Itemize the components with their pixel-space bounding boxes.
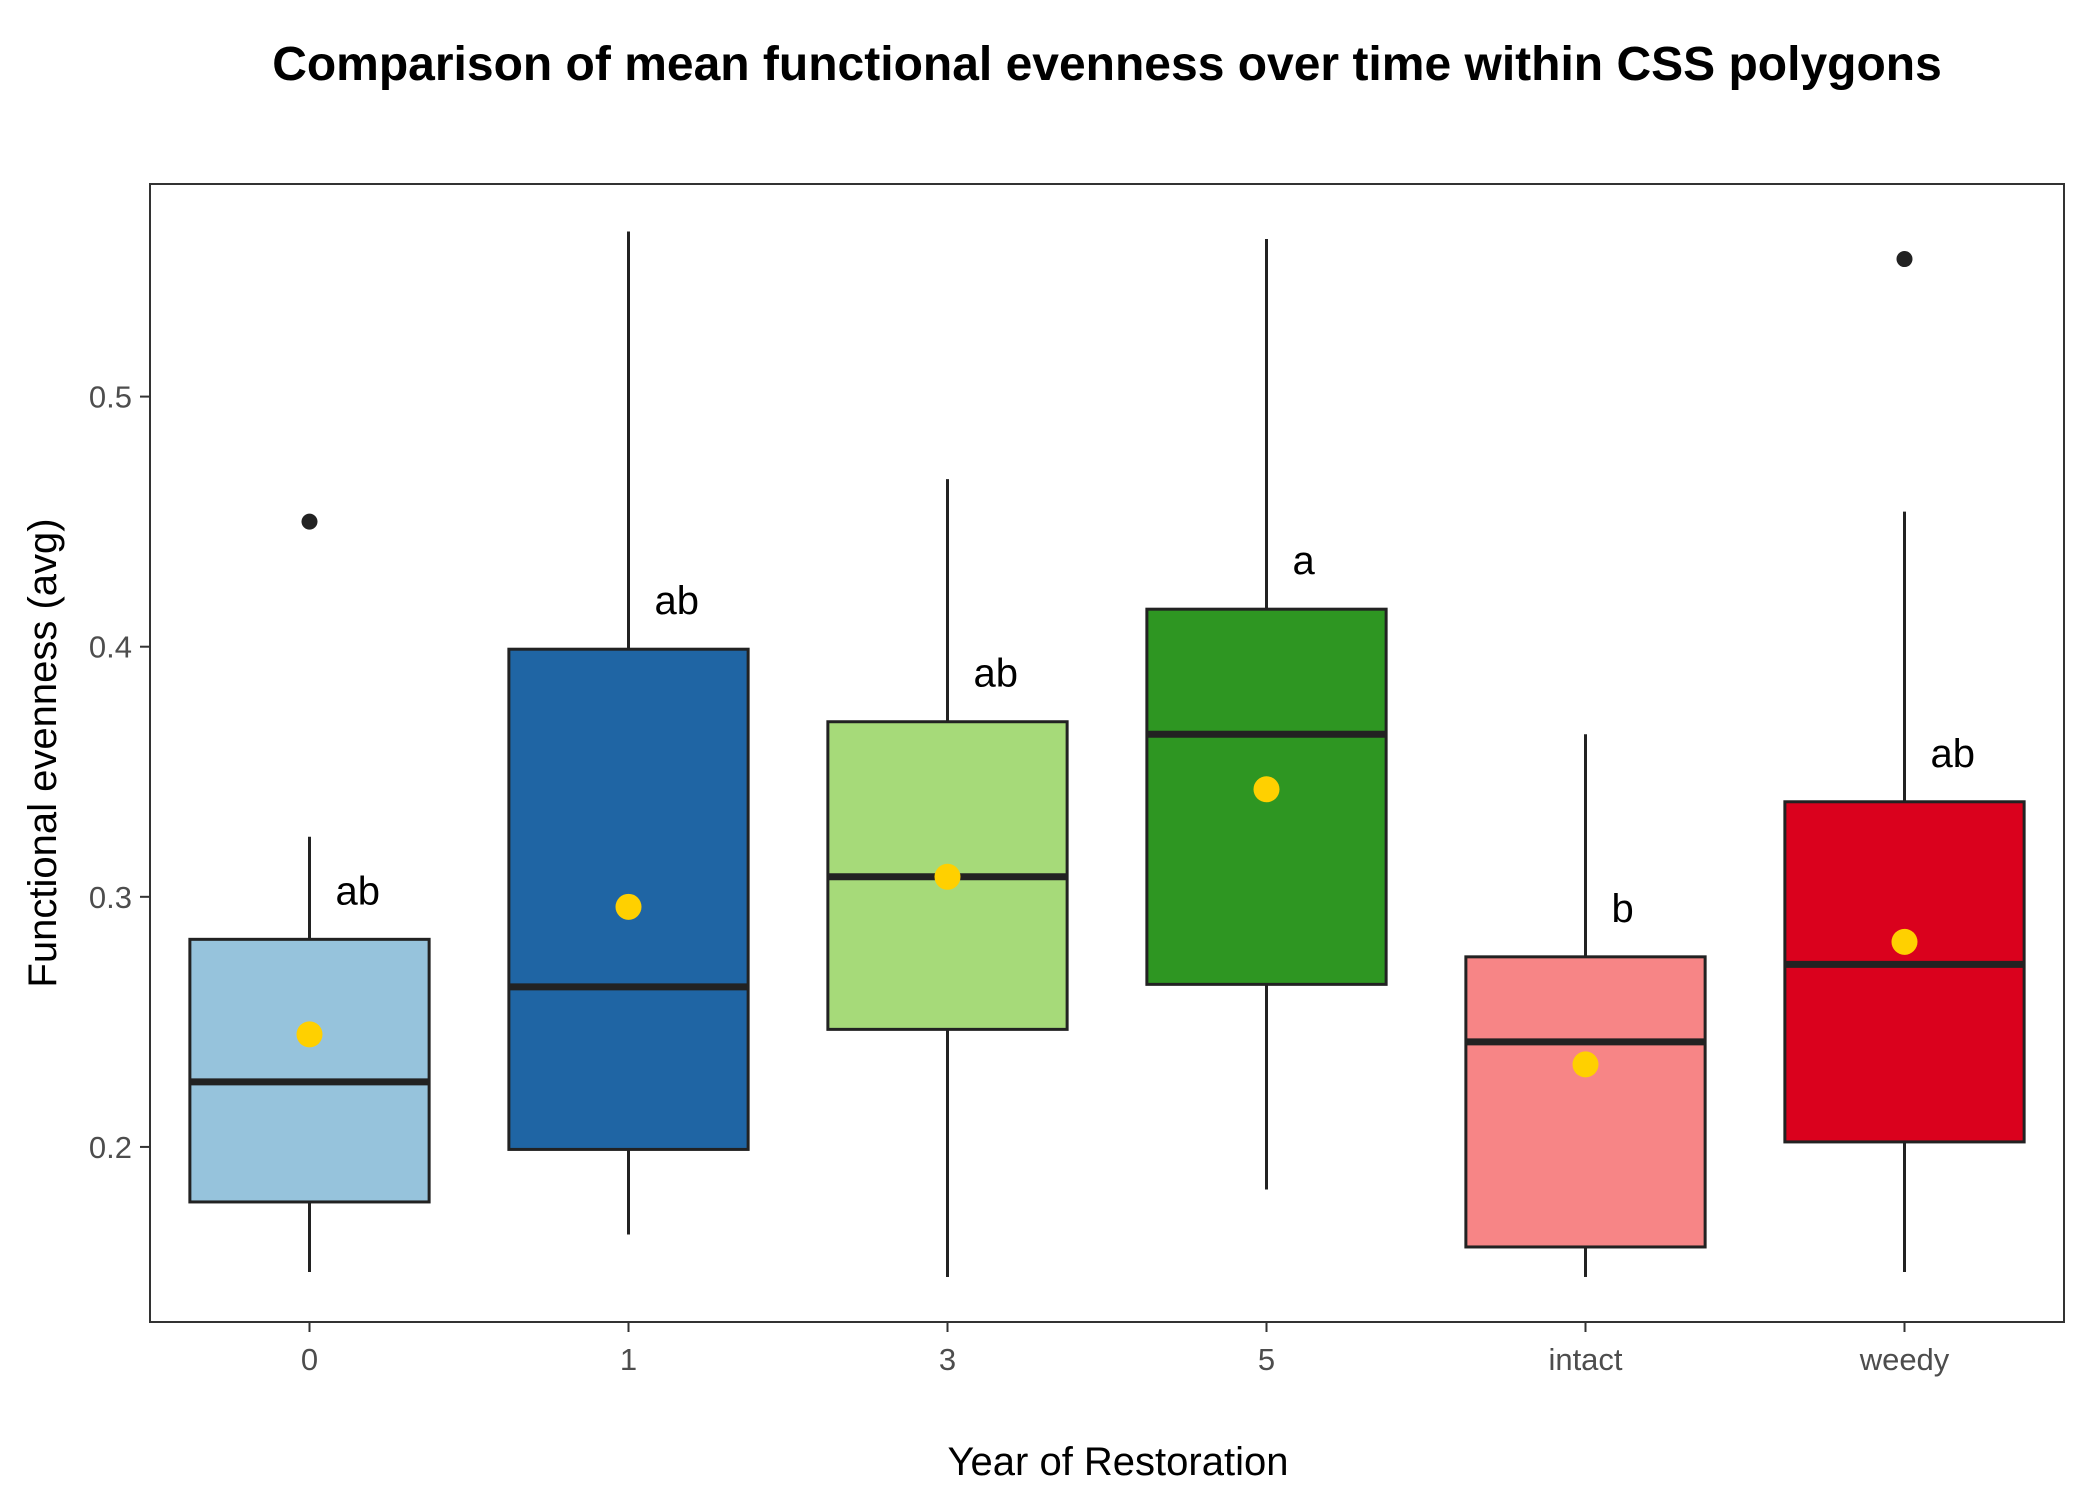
significance-letter: ab bbox=[1931, 732, 1976, 776]
x-axis: 0 1 3 5 intact weedy bbox=[301, 1322, 1950, 1377]
significance-letter: ab bbox=[336, 869, 381, 913]
x-tick-label: 5 bbox=[1258, 1342, 1275, 1377]
y-tick-label: 0.3 bbox=[89, 880, 132, 915]
mean-point bbox=[1891, 928, 1918, 955]
outlier-point bbox=[301, 513, 318, 530]
box-group-intact: b bbox=[1464, 734, 1707, 1277]
y-axis: 0.2 0.3 0.4 0.5 bbox=[89, 380, 150, 1165]
mean-point bbox=[1572, 1051, 1599, 1078]
chart-title: Comparison of mean functional evenness o… bbox=[272, 38, 1942, 91]
x-tick-label: 0 bbox=[301, 1342, 318, 1377]
x-tick-label: 1 bbox=[620, 1342, 637, 1377]
significance-letter: a bbox=[1293, 539, 1316, 583]
significance-letter: ab bbox=[974, 652, 1019, 696]
box-group-1: ab bbox=[507, 231, 750, 1235]
mean-point bbox=[615, 893, 642, 920]
x-tick-label: weedy bbox=[1859, 1342, 1950, 1377]
x-axis-title: Year of Restoration bbox=[948, 1440, 1289, 1484]
mean-point bbox=[1253, 776, 1280, 803]
mean-point bbox=[934, 863, 961, 890]
y-axis-title: Functional evenness (avg) bbox=[21, 518, 65, 987]
box-iqr bbox=[1783, 800, 2026, 1144]
significance-letter: ab bbox=[655, 579, 700, 623]
x-tick-label: 3 bbox=[939, 1342, 956, 1377]
box-group-5: a bbox=[1145, 239, 1388, 1190]
box-iqr bbox=[1464, 955, 1707, 1249]
box-group-3: ab bbox=[826, 479, 1069, 1277]
y-tick-label: 0.2 bbox=[89, 1130, 132, 1165]
box-group-weedy: ab bbox=[1783, 251, 2026, 1272]
x-tick-label: intact bbox=[1548, 1342, 1622, 1377]
mean-point bbox=[296, 1021, 323, 1048]
significance-letter: b bbox=[1612, 887, 1634, 931]
box-iqr bbox=[188, 937, 431, 1204]
outlier-point bbox=[1896, 251, 1913, 268]
y-tick-label: 0.4 bbox=[89, 630, 132, 665]
plot-panel bbox=[149, 183, 2065, 1323]
y-tick-label: 0.5 bbox=[89, 380, 132, 415]
box-group-0: ab bbox=[188, 513, 431, 1272]
